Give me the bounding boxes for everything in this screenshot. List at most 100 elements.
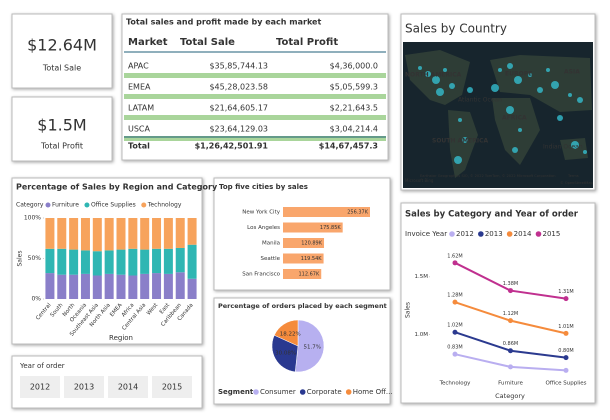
bar-segment	[187, 244, 197, 279]
bar-segment	[116, 274, 126, 299]
data-label: 1.28M	[447, 293, 462, 299]
data-label: 1.12M	[503, 311, 518, 317]
slicer-item[interactable]	[64, 376, 104, 398]
bar-segment	[92, 251, 102, 276]
row-divider	[124, 94, 386, 99]
legend-label: 2014	[514, 230, 532, 238]
table-cell: LATAM	[128, 104, 154, 113]
slicer[interactable]: 2012 2013 2014 2015	[20, 376, 192, 398]
land	[560, 138, 588, 160]
legend-marker	[449, 231, 455, 237]
bar-segment	[45, 218, 55, 249]
bar-segment	[128, 275, 138, 299]
bar-segment	[163, 273, 173, 299]
bar-segment	[140, 273, 150, 299]
bar-segment	[152, 248, 162, 274]
map-label: EUROPE	[505, 71, 532, 78]
x-tick-label: Furniture	[498, 381, 523, 387]
map-terms[interactable]: Terms	[567, 174, 579, 178]
bar-segment	[57, 274, 67, 299]
data-label: 175.85K	[320, 225, 341, 231]
point	[563, 296, 569, 302]
data-label: 119.54K	[301, 256, 322, 262]
legend-label: 2013	[485, 230, 503, 238]
y-tick-label: 1.0M	[415, 332, 429, 338]
bar-segment	[163, 248, 173, 274]
map-dot	[551, 81, 559, 89]
bar-segment	[57, 248, 67, 275]
data-label: 1.38M	[503, 281, 518, 287]
bar	[283, 269, 322, 279]
table-cell: $35,85,744.13	[209, 62, 268, 71]
map-dot	[449, 83, 455, 89]
table-total: Total	[128, 142, 150, 151]
slicer-item[interactable]	[20, 376, 60, 398]
data-label: 0.86M	[503, 341, 518, 347]
table-cell: USCA	[128, 125, 151, 134]
table-cell: APAC	[128, 62, 149, 71]
legend-label: Furniture	[52, 202, 79, 209]
table-cell: $45,28,023.58	[209, 83, 268, 92]
slicer-label[interactable]: 2014	[118, 383, 138, 392]
table-cell: $23,64,129.03	[209, 125, 268, 134]
map-dot	[418, 66, 422, 70]
bar-segment	[92, 275, 102, 299]
table-total: $14,67,457.3	[319, 142, 378, 151]
bar-segment	[104, 273, 114, 299]
bar-segment	[128, 248, 138, 276]
point	[563, 367, 569, 373]
bar-segment	[69, 218, 79, 250]
map-label: SOUTH AMERICA	[432, 138, 488, 145]
data-label: 120.89K	[301, 241, 322, 247]
bar	[283, 238, 325, 248]
point	[452, 299, 458, 305]
bar-segment	[140, 249, 150, 274]
point	[508, 318, 513, 324]
card-label: Total Sale	[42, 64, 81, 73]
slicer-label[interactable]: 2012	[30, 383, 50, 392]
land	[490, 55, 592, 112]
bar-segment	[45, 248, 55, 274]
point	[508, 288, 513, 294]
bar	[283, 253, 324, 264]
slicer-item[interactable]	[108, 376, 148, 398]
bar-segment	[152, 218, 162, 249]
map-dot	[436, 88, 444, 96]
card-value: $12.64M	[27, 36, 97, 55]
legend-marker	[253, 389, 259, 395]
y-tick-label: San Francisco	[242, 272, 280, 278]
y-tick-label: 0%	[31, 296, 41, 303]
map-dot	[577, 97, 583, 103]
map-label: AFRICA	[502, 115, 527, 122]
bar-segment	[152, 273, 162, 299]
point	[452, 329, 458, 335]
slicer-label[interactable]: 2013	[74, 383, 94, 392]
bar	[283, 207, 370, 217]
table-header: Market	[128, 37, 168, 48]
data-label: 1.01M	[558, 324, 573, 330]
legend-label: Consumer	[260, 388, 296, 396]
map-dot	[528, 73, 532, 77]
slicer-item[interactable]	[152, 376, 192, 398]
data-label: 1.31M	[558, 289, 573, 295]
legend-marker	[84, 202, 90, 208]
x-axis-label: Category	[495, 392, 525, 400]
bar-segment	[163, 218, 173, 249]
map-dot	[462, 137, 468, 143]
bar	[283, 222, 343, 233]
point	[563, 330, 569, 336]
table-cell: $2,21,643.5	[330, 104, 378, 113]
bar-segment	[140, 218, 150, 250]
point	[563, 355, 569, 361]
legend-label: 2015	[542, 230, 560, 238]
chart-title: Percentage of orders placed by each segm…	[218, 302, 387, 310]
slicer-label[interactable]: 2015	[162, 383, 182, 392]
bar-segment	[80, 273, 90, 299]
legend-marker	[299, 389, 306, 395]
map-logo: Microsoft Bing	[405, 178, 434, 183]
data-label: 1.62M	[447, 253, 462, 259]
bar-segment	[187, 278, 197, 299]
table-cell: EMEA	[128, 83, 151, 92]
legend-marker	[45, 202, 51, 208]
legend-marker	[345, 389, 352, 395]
